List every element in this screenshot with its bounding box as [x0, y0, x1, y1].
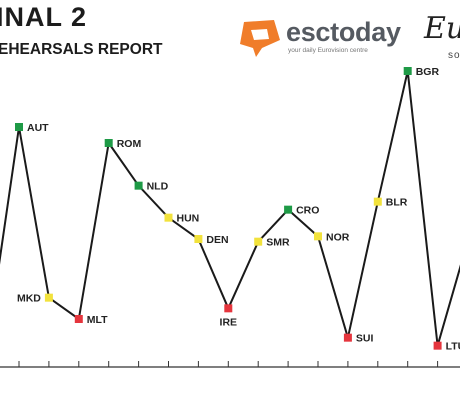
- chart-title: INAL 2: [0, 2, 88, 32]
- data-label-blr: BLR: [386, 197, 408, 209]
- data-point-cro: [284, 205, 293, 214]
- data-label-den: DEN: [206, 234, 228, 246]
- data-label-nld: NLD: [147, 181, 169, 193]
- data-label-smr: SMR: [266, 237, 290, 249]
- data-label-bgr: BGR: [416, 66, 440, 78]
- brand-tagline: your daily Eurovision centre: [288, 47, 368, 54]
- data-label-aut: AUT: [27, 122, 49, 134]
- esctoday-logo[interactable]: esctoday your daily Eurovision centre: [236, 16, 426, 58]
- brand-name: esctoday: [286, 17, 401, 47]
- data-point-aut: [15, 123, 23, 131]
- data-point-mlt: [74, 315, 83, 323]
- data-point-ire: [224, 304, 233, 313]
- data-label-mkd: MKD: [17, 293, 41, 305]
- data-label-mlt: MLT: [87, 314, 108, 326]
- data-label-ire: IRE: [220, 316, 238, 328]
- partner-logo-subtext: so: [448, 50, 460, 61]
- x-axis: [0, 361, 460, 368]
- data-point-ltu: [433, 341, 442, 350]
- chat-bubble-icon: [240, 20, 280, 57]
- data-label-cro: CRO: [296, 205, 319, 217]
- data-label-rom: ROM: [117, 138, 142, 150]
- data-point-sui: [343, 333, 352, 342]
- data-label-ltu: LTU: [446, 341, 460, 353]
- data-point-hun: [164, 213, 173, 222]
- data-point-smr: [254, 237, 263, 246]
- data-point-rom: [104, 139, 113, 147]
- partner-logo: Eu: [424, 11, 460, 46]
- data-point-nor: [314, 232, 322, 241]
- data-point-blr: [373, 197, 382, 206]
- data-point-mkd: [44, 293, 53, 302]
- data-point-bgr: [403, 67, 412, 75]
- data-point-nld: [134, 181, 143, 190]
- data-label-nor: NOR: [326, 231, 350, 243]
- data-label-hun: HUN: [177, 213, 200, 225]
- data-label-sui: SUI: [356, 333, 374, 345]
- data-points: AUT MKD MLT ROM NLD HUN DEN IRE SMR CRO NOR SUI BLR B…: [15, 66, 460, 353]
- data-point-den: [194, 235, 203, 243]
- chart-subtitle: EHEARSALS REPORT: [0, 41, 163, 58]
